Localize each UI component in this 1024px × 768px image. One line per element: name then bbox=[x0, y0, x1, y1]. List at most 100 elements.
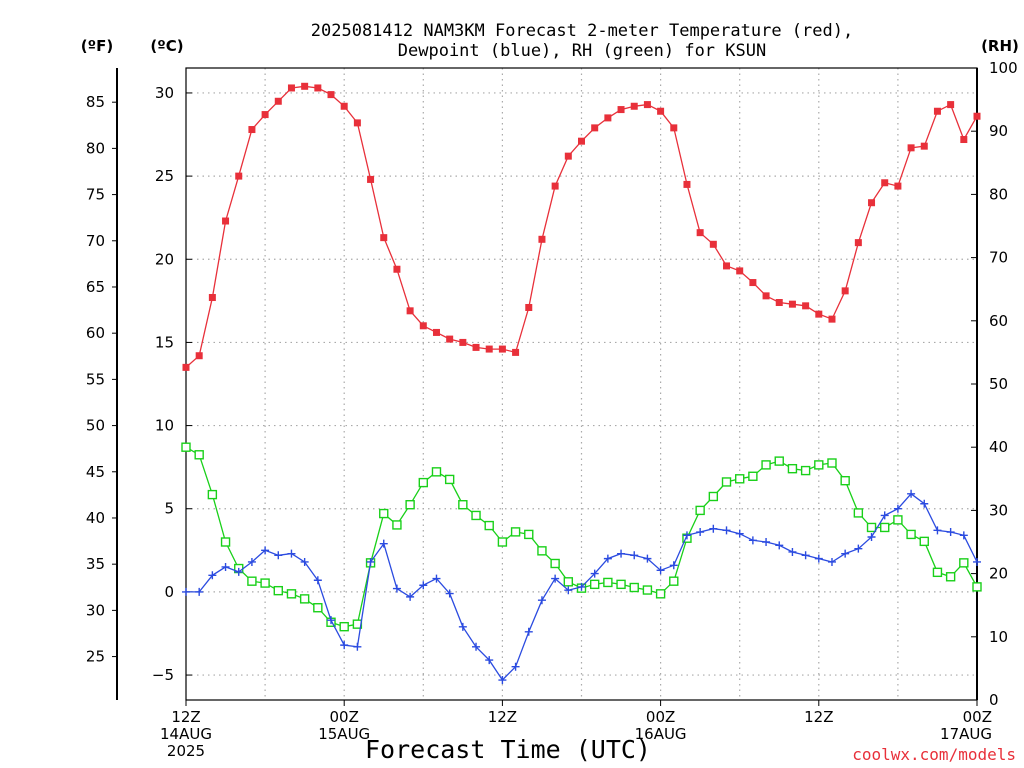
chart-title: 2025081412 NAM3KM Forecast 2-meter Tempe… bbox=[311, 21, 853, 61]
grid-lines bbox=[186, 68, 977, 700]
rh-point bbox=[748, 471, 758, 481]
dewpoint-point bbox=[498, 676, 507, 685]
temperature-point bbox=[907, 144, 915, 152]
rh-point bbox=[853, 508, 864, 518]
dewpoint-point bbox=[603, 554, 612, 563]
x-tick-label: 16AUG bbox=[635, 725, 687, 743]
temperature-point bbox=[459, 338, 467, 346]
temperature-point bbox=[762, 292, 770, 300]
rh-point bbox=[510, 527, 521, 537]
temperature-point bbox=[815, 310, 823, 318]
rh-point bbox=[484, 520, 494, 531]
temperature-point bbox=[643, 101, 651, 109]
dewpoint-point bbox=[880, 511, 889, 520]
rh-point bbox=[959, 558, 969, 568]
rh-point bbox=[972, 582, 982, 592]
dewpoint-point bbox=[682, 531, 691, 540]
dewpoint-point bbox=[340, 641, 349, 650]
dewpoint-point bbox=[221, 562, 230, 571]
fahrenheit-tick-label: 35 bbox=[86, 555, 105, 573]
rh-point bbox=[761, 460, 771, 470]
rh-point bbox=[880, 522, 890, 533]
dewpoint-point bbox=[907, 489, 916, 498]
dewpoint-point bbox=[551, 574, 560, 583]
fahrenheit-unit-label: (ºF) bbox=[81, 37, 113, 55]
rh-point bbox=[286, 589, 297, 599]
dewpoint-point bbox=[300, 557, 309, 566]
temperature-point bbox=[723, 262, 731, 270]
temperature-point bbox=[788, 300, 796, 308]
rh-point bbox=[379, 508, 389, 519]
temperature-point bbox=[274, 97, 282, 105]
dewpoint-point bbox=[432, 574, 441, 583]
rh-point bbox=[405, 500, 415, 510]
rh-point bbox=[220, 537, 231, 547]
temperature-point bbox=[947, 101, 955, 109]
temperature-point bbox=[525, 303, 533, 311]
dewpoint-point bbox=[379, 539, 388, 548]
fahrenheit-tick-label: 50 bbox=[86, 417, 105, 435]
rh-point bbox=[299, 594, 310, 604]
x-tick-label: 12Z bbox=[171, 708, 200, 726]
rh-point bbox=[616, 579, 626, 590]
rh-point bbox=[866, 522, 877, 533]
rh-point bbox=[603, 577, 613, 588]
rh-unit-label: (RH) bbox=[981, 37, 1019, 55]
rh-point bbox=[932, 567, 943, 578]
rh-point bbox=[840, 475, 850, 486]
rh-point bbox=[260, 578, 270, 588]
dewpoint-point bbox=[590, 569, 599, 578]
dewpoint-point bbox=[195, 587, 204, 596]
dewpoint-point bbox=[353, 642, 362, 651]
temperature-point bbox=[617, 106, 625, 114]
rh-point bbox=[313, 603, 323, 613]
celsius-tick-label: 30 bbox=[155, 84, 174, 102]
celsius-tick-label: 20 bbox=[155, 250, 174, 268]
x-tick-label: 12Z bbox=[488, 708, 517, 726]
dewpoint-point bbox=[722, 526, 731, 535]
dewpoint-point bbox=[920, 499, 929, 508]
dewpoint-point bbox=[366, 557, 375, 566]
dewpoint-point bbox=[208, 571, 217, 580]
dewpoint-point bbox=[577, 582, 586, 591]
temperature-point bbox=[248, 126, 256, 134]
x-tick-label: 17AUG bbox=[940, 725, 992, 743]
dewpoint-point bbox=[893, 504, 902, 513]
rh-tick-label: 0 bbox=[989, 691, 999, 709]
dewpoint-point bbox=[959, 531, 968, 540]
dewpoint-point bbox=[801, 551, 810, 560]
rh-tick-label: 70 bbox=[989, 249, 1008, 267]
dewpoint-point bbox=[274, 551, 283, 560]
rh-point bbox=[906, 529, 916, 540]
dewpoint-point bbox=[445, 589, 454, 598]
temperature-point bbox=[301, 82, 309, 90]
rh-point bbox=[431, 467, 442, 477]
dewpoint-point bbox=[946, 528, 955, 537]
fahrenheit-tick-label: 85 bbox=[86, 93, 105, 111]
temperature-point bbox=[432, 328, 440, 336]
rh-point bbox=[721, 477, 732, 487]
rh-point bbox=[550, 558, 560, 569]
fahrenheit-tick-label: 60 bbox=[86, 324, 105, 342]
temperature-point bbox=[327, 91, 335, 99]
dewpoint-point bbox=[854, 544, 863, 553]
rh-point bbox=[497, 537, 508, 547]
dewpoint-point bbox=[313, 576, 322, 585]
x-axis-label: Forecast Time (UTC) bbox=[365, 735, 651, 764]
temperature-point bbox=[881, 179, 889, 187]
dewpoint-point bbox=[617, 549, 626, 558]
rh-point bbox=[392, 520, 402, 530]
dewpoint-point bbox=[472, 642, 481, 651]
temperature-point bbox=[551, 182, 559, 190]
dewpoint-point bbox=[696, 528, 705, 537]
rh-point bbox=[708, 491, 719, 502]
fahrenheit-tick-label: 70 bbox=[86, 232, 105, 250]
temperature-point bbox=[314, 84, 322, 92]
fahrenheit-tick-label: 55 bbox=[86, 370, 105, 388]
temperature-point bbox=[670, 124, 678, 132]
rh-point bbox=[800, 465, 811, 476]
rh-point bbox=[655, 589, 666, 599]
dewpoint-point bbox=[458, 622, 467, 631]
temperature-point bbox=[287, 84, 295, 92]
temperature-point bbox=[367, 175, 375, 183]
